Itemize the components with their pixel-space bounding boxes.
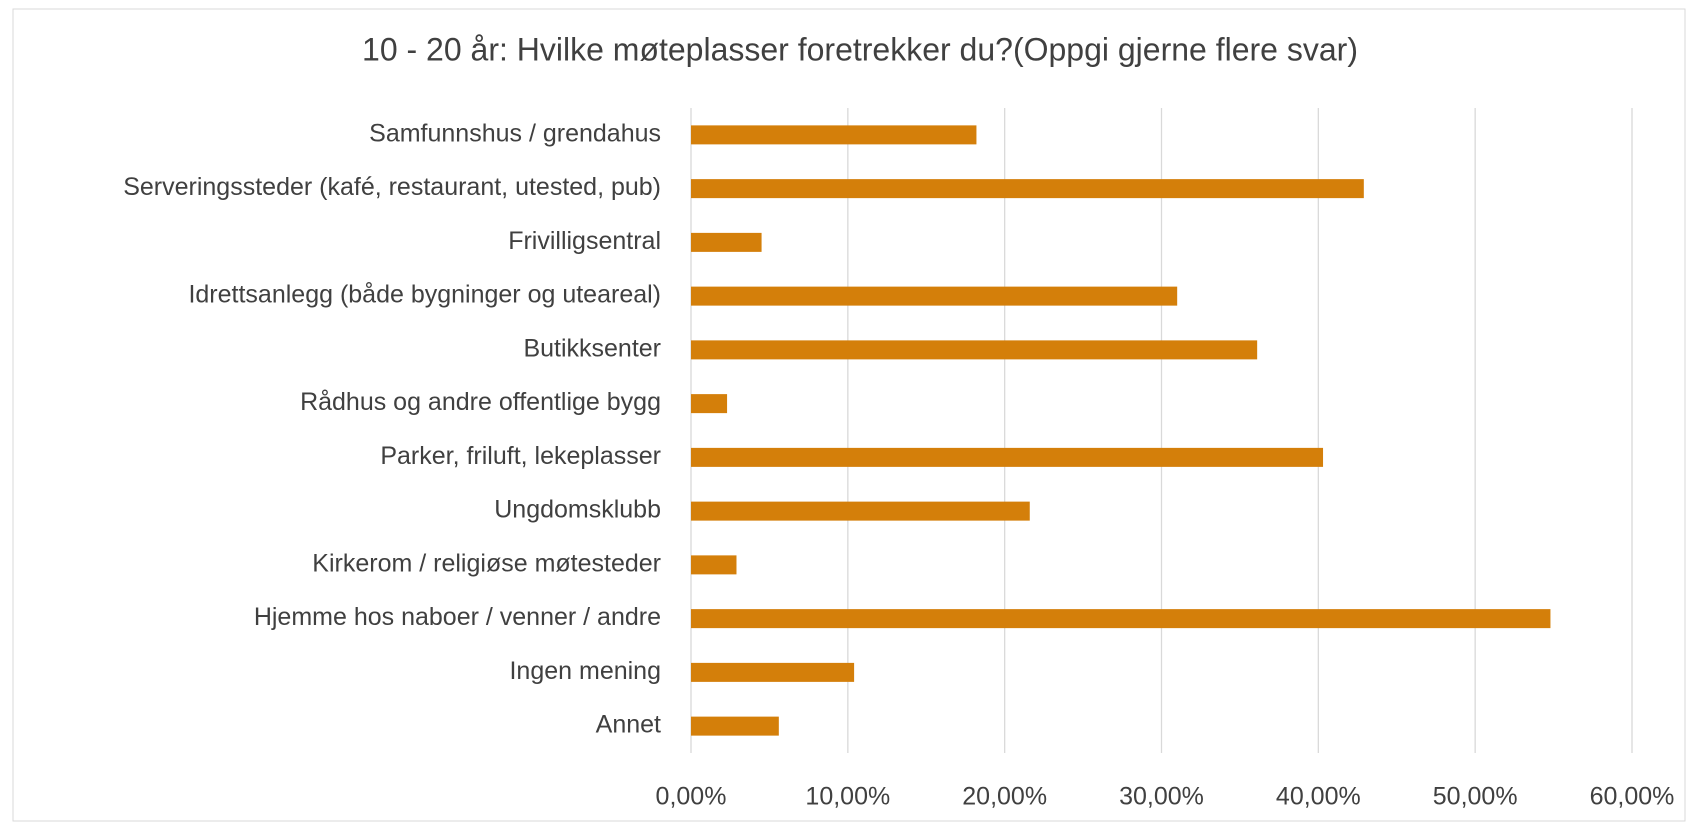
y-tick-label: Idrettsanlegg (både bygninger og utearea… — [188, 281, 661, 309]
bar — [691, 125, 977, 145]
x-tick-label: 50,00% — [1433, 783, 1518, 811]
bar — [691, 501, 1030, 521]
y-tick-label: Annet — [596, 711, 661, 739]
bar — [691, 609, 1551, 629]
chart-title: 10 - 20 år: Hvilke møteplasser foretrekk… — [362, 31, 1358, 67]
x-tick-label: 40,00% — [1276, 783, 1361, 811]
y-tick-label: Kirkerom / religiøse møtesteder — [312, 549, 661, 577]
bar — [691, 340, 1258, 360]
y-tick-label: Frivilligsentral — [508, 227, 661, 255]
y-tick-label: Ingen mening — [509, 657, 661, 685]
x-tick-label: 60,00% — [1590, 783, 1675, 811]
y-tick-label: Samfunnshus / grendahus — [369, 119, 661, 147]
y-tick-label: Hjemme hos naboer / venner / andre — [254, 603, 661, 631]
bar — [691, 555, 737, 575]
bar — [691, 716, 779, 736]
x-tick-label: 30,00% — [1119, 783, 1204, 811]
bar — [691, 447, 1324, 467]
x-tick-label: 0,00% — [656, 783, 727, 811]
y-tick-label: Serveringssteder (kafé, restaurant, utes… — [123, 173, 661, 201]
x-tick-label: 20,00% — [962, 783, 1047, 811]
y-tick-label: Ungdomsklubb — [494, 496, 661, 524]
bar — [691, 232, 762, 252]
bar — [691, 286, 1178, 306]
y-tick-label: Rådhus og andre offentlige bygg — [300, 388, 661, 416]
bar — [691, 394, 728, 414]
bar — [691, 662, 855, 682]
y-tick-label: Butikksenter — [523, 334, 661, 362]
y-tick-label: Parker, friluft, lekeplasser — [380, 442, 661, 470]
x-tick-label: 10,00% — [805, 783, 890, 811]
bar — [691, 179, 1364, 199]
